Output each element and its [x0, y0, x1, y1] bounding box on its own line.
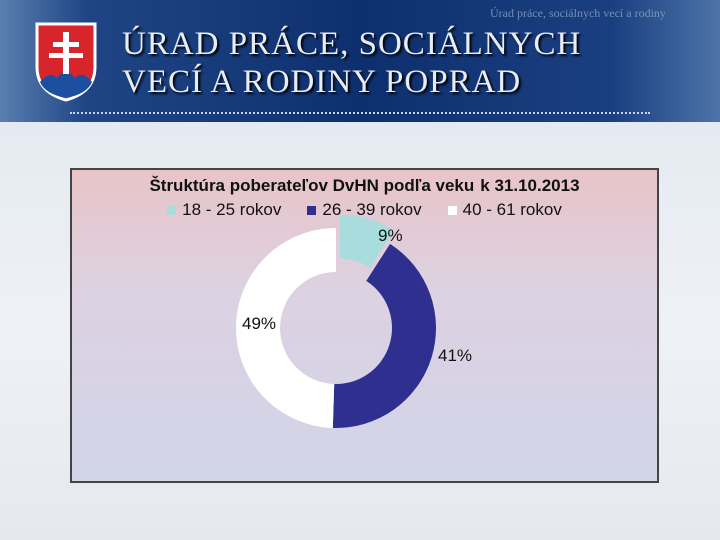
- legend-label-2: 40 - 61 rokov: [462, 200, 562, 219]
- legend-swatch-0: [167, 205, 177, 215]
- header-banner: Úrad práce, sociálnych vecí a rodiny ÚRA…: [0, 0, 720, 122]
- legend-item-0: 18 - 25 rokov: [167, 200, 281, 220]
- legend-swatch-1: [307, 205, 317, 215]
- legend-label-1: 26 - 39 rokov: [322, 200, 422, 219]
- header-title-line1: ÚRAD PRÁCE, SOCIÁLNYCH: [122, 26, 582, 62]
- divider: [70, 112, 650, 114]
- chart-title-row: Štruktúra poberateľov DvHN podľa veku k …: [70, 176, 659, 196]
- donut-slice-0: [339, 214, 395, 268]
- chart-title: Štruktúra poberateľov DvHN podľa veku: [149, 176, 475, 195]
- chart-legend: 18 - 25 rokov 26 - 39 rokov 40 - 61 roko…: [70, 200, 659, 220]
- header-title-line2: VECÍ A RODINY POPRAD: [122, 64, 522, 100]
- donut-slice-2: [236, 228, 336, 428]
- donut-slice-1: [332, 243, 436, 428]
- legend-label-0: 18 - 25 rokov: [182, 200, 282, 219]
- legend-swatch-2: [447, 205, 457, 215]
- header-subtitle: Úrad práce, sociálnych vecí a rodiny: [490, 6, 666, 20]
- legend-item-1: 26 - 39 rokov: [307, 200, 422, 220]
- data-label-0: 9%: [378, 226, 403, 245]
- data-label-1: 41%: [438, 346, 473, 365]
- chart-subtitle: k 31.10.2013: [480, 176, 580, 195]
- legend-item-2: 40 - 61 rokov: [447, 200, 562, 220]
- slovak-coat-of-arms-icon: [35, 22, 97, 102]
- data-label-2: 49%: [242, 314, 277, 333]
